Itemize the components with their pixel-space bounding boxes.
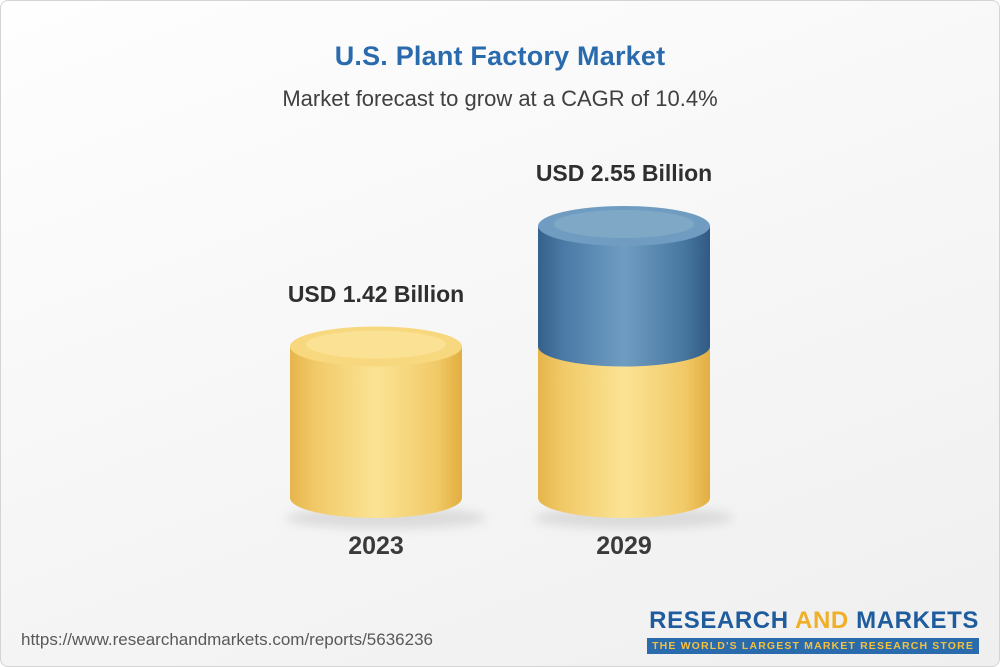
logo-wordmark: RESEARCH AND MARKETS — [647, 607, 979, 635]
category-label-2023: 2023 — [348, 532, 404, 560]
logo-word-research: RESEARCH — [649, 607, 789, 634]
chart-title: U.S. Plant Factory Market — [334, 41, 666, 71]
category-label-2029: 2029 — [596, 532, 652, 560]
research-and-markets-logo: RESEARCH AND MARKETS THE WORLD'S LARGEST… — [647, 607, 979, 654]
report-url: https://www.researchandmarkets.com/repor… — [21, 630, 433, 649]
value-label-2029: USD 2.55 Billion — [535, 160, 713, 186]
logo-word-markets: MARKETS — [856, 607, 979, 634]
logo-tagline: THE WORLD'S LARGEST MARKET RESEARCH STOR… — [647, 638, 979, 654]
bar-group-2023 — [286, 326, 486, 529]
chart-subtitle: Market forecast to grow at a CAGR of 10.… — [282, 86, 718, 111]
value-label-2023: USD 1.42 Billion — [287, 280, 465, 307]
bar-group-2029 — [534, 206, 734, 529]
logo-word-and: AND — [795, 607, 849, 634]
